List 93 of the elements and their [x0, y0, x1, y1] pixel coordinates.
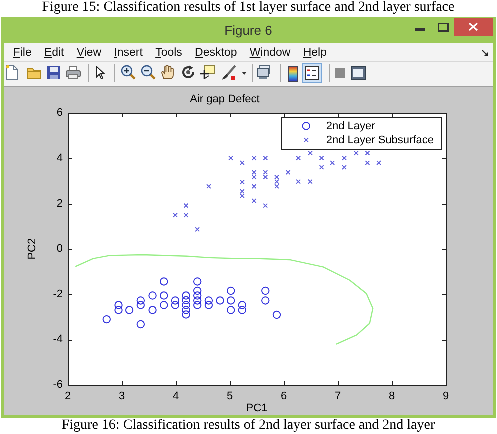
x-tick-label: 9 [442, 390, 450, 403]
chart-title: Air gap Defect [190, 94, 260, 106]
y-axis-title: PC2 [26, 238, 39, 260]
point [330, 160, 336, 166]
point [194, 301, 202, 310]
text: Window [248, 46, 292, 60]
y-tick-label: 2 [56, 198, 63, 210]
y-tick-label: 6 [56, 107, 63, 120]
point [136, 296, 145, 305]
point [354, 150, 359, 156]
text: Figure 6 [224, 23, 274, 39]
point [204, 296, 214, 305]
point [114, 306, 123, 314]
text: Desktop [194, 46, 238, 60]
point [296, 179, 302, 184]
point [148, 306, 157, 314]
point [252, 198, 257, 204]
point [182, 296, 190, 305]
point [272, 310, 282, 320]
point [226, 306, 236, 314]
caption: Figure 15: Classification results of 1st layer surface and 2nd layer surface [41, 0, 456, 16]
text: Edit [43, 46, 66, 60]
text: File [12, 46, 33, 60]
point [308, 179, 313, 184]
point [319, 156, 324, 161]
x-tick-label: 5 [226, 390, 234, 403]
x-tick-label: 6 [280, 390, 288, 403]
point [195, 227, 200, 232]
point [204, 301, 214, 310]
point [194, 286, 202, 296]
point [252, 156, 257, 161]
point [102, 315, 111, 324]
text: Help [302, 46, 328, 60]
caption: Figure 16: Classification results of 2nd layer surface and 2nd layer [60, 418, 436, 434]
point [342, 156, 347, 161]
point [125, 306, 134, 314]
text: Insert [113, 46, 144, 60]
y-tick-label: 4 [56, 152, 63, 165]
point [182, 306, 190, 314]
legend-label: 2nd Layer [326, 120, 376, 133]
point [252, 184, 257, 190]
text: Tools [154, 46, 184, 60]
point [148, 292, 157, 300]
point [182, 310, 190, 319]
y-tick-label: -2 [53, 288, 63, 300]
point [171, 296, 180, 305]
point [184, 203, 189, 208]
point [226, 296, 236, 305]
point [262, 286, 270, 296]
point [238, 306, 247, 314]
point [262, 296, 270, 305]
point [263, 203, 268, 208]
point [206, 184, 212, 190]
point [182, 292, 190, 300]
point [228, 156, 234, 161]
point [319, 165, 324, 170]
x-tick-label: 7 [334, 390, 342, 403]
point [365, 150, 370, 156]
x-tick-label: 8 [388, 390, 396, 403]
point [114, 301, 123, 310]
point [376, 160, 382, 166]
point [160, 292, 168, 300]
y-tick-label: -6 [53, 379, 63, 392]
point [240, 160, 245, 166]
point [226, 286, 236, 296]
point [136, 301, 145, 310]
point [160, 278, 168, 286]
point [136, 320, 145, 329]
point [286, 170, 291, 176]
point [216, 296, 224, 305]
point [263, 156, 268, 161]
point [238, 301, 247, 310]
point [296, 156, 302, 161]
text: View [76, 46, 103, 60]
point [342, 165, 347, 170]
point [182, 301, 190, 310]
point [194, 292, 202, 300]
point [194, 278, 202, 286]
x-tick-label: 4 [172, 390, 180, 403]
y-tick-label: 0 [56, 243, 63, 256]
point [240, 180, 245, 185]
point [160, 301, 168, 310]
point [172, 212, 178, 218]
x-axis-title: PC1 [246, 402, 268, 414]
point [308, 150, 313, 156]
x-tick-label: 3 [118, 390, 126, 403]
point [194, 296, 202, 305]
x-tick-label: 2 [64, 390, 72, 403]
point [171, 301, 180, 310]
point [184, 212, 189, 218]
legend-label: 2nd Layer Subsurface [326, 134, 434, 147]
y-tick-label: -4 [53, 334, 63, 346]
point [365, 160, 370, 166]
